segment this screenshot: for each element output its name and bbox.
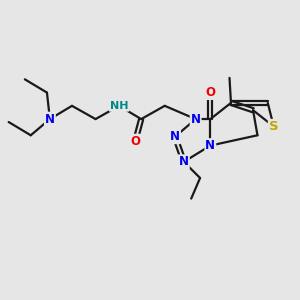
Text: N: N <box>206 139 215 152</box>
Text: N: N <box>45 112 55 126</box>
Text: N: N <box>179 155 189 168</box>
Text: S: S <box>269 120 278 133</box>
Text: O: O <box>206 86 215 99</box>
Text: NH: NH <box>110 101 128 111</box>
Text: O: O <box>130 135 140 148</box>
Text: N: N <box>170 130 180 143</box>
Text: N: N <box>190 112 201 126</box>
